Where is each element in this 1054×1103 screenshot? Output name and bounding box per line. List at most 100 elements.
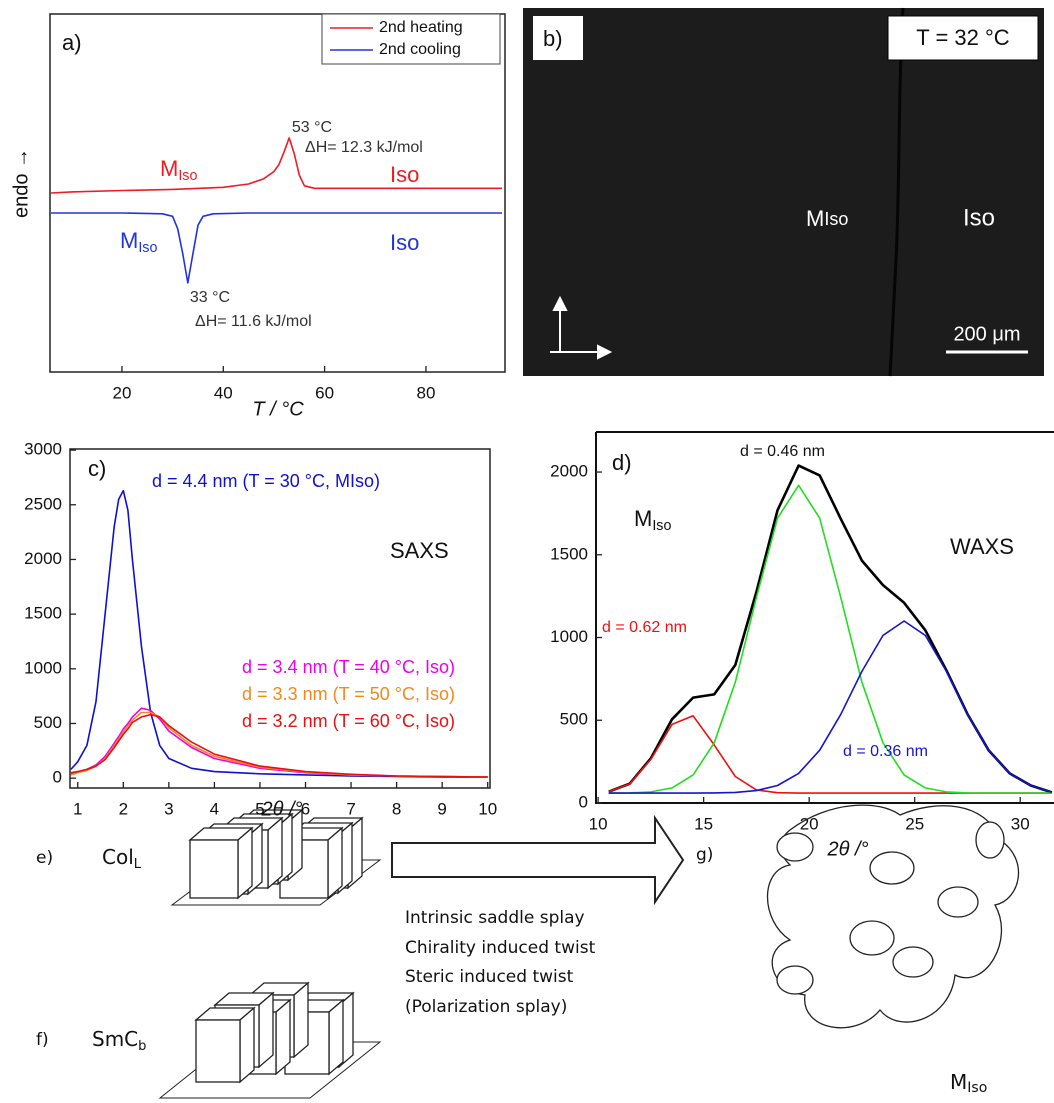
data-line [608, 715, 1052, 794]
mechanism: (Polarization splay) [405, 997, 567, 1017]
x-axis-label: T / °C [252, 398, 304, 420]
slab-face [195, 1019, 241, 1083]
x-tick-label: 4 [210, 799, 219, 818]
slab-side [293, 981, 309, 1059]
y-tick-label: 1000 [24, 658, 62, 677]
phase-label: ColL [102, 845, 142, 872]
channel [776, 965, 814, 995]
schematic: e) ColL f) SmCb g) MIso Intrinsic saddle… [36, 804, 1020, 1099]
channel [849, 920, 895, 956]
channel [892, 946, 934, 978]
y-axis-label: endo → [10, 148, 32, 218]
x-tick-label: 6 [301, 799, 310, 818]
slab-side [258, 991, 274, 1069]
channel [937, 886, 979, 918]
phase-main: M [950, 1070, 967, 1094]
x-tick-label: 60 [315, 383, 334, 402]
y-tick-label: 1500 [24, 604, 62, 623]
phase-main: SmC [92, 1027, 138, 1051]
y-tick-label: 0 [579, 792, 588, 811]
y-tick-label: 2000 [550, 462, 588, 481]
panel-label: f) [36, 1030, 49, 1050]
annotation: Iso [390, 162, 419, 187]
y-tick-label: 1500 [550, 544, 588, 563]
phase-main: M [806, 206, 824, 231]
annotation-sub: Iso [652, 518, 671, 534]
slab-side [239, 1006, 255, 1084]
annotation: SAXS [390, 538, 449, 563]
phase-sub: b [138, 1039, 146, 1054]
scale-bar-label: 200 μm [953, 323, 1020, 345]
data-line [70, 713, 488, 778]
phase-label: MIso [950, 1070, 987, 1097]
y-tick-label: 3000 [24, 440, 62, 459]
plot-frame [69, 448, 491, 789]
x-tick-label: 8 [392, 799, 401, 818]
slab-side [267, 816, 283, 890]
legend-label: d = 4.4 nm (T = 30 °C, MIso) [152, 471, 380, 491]
sponge [767, 804, 1020, 1029]
phase-sub: Iso [824, 209, 848, 229]
mechanism: Steric induced twist [405, 967, 574, 987]
x-axis-label: 2θ /° [260, 798, 302, 820]
arrowhead [597, 344, 613, 360]
plot-frame [49, 13, 506, 373]
chart: 10 15 20 25 30 0 500 1000 1500 2000 d = 0.46 nm MIs… [550, 431, 1054, 860]
panel-label: d) [612, 450, 632, 475]
panel-label: e) [36, 848, 53, 868]
mechanism: Intrinsic saddle splay [405, 908, 585, 928]
data-line [608, 620, 1053, 794]
annotation-main: M [634, 506, 652, 531]
annotation: 53 °C [292, 119, 332, 136]
panel-label: g) [696, 845, 713, 865]
x-tick-label: 3 [164, 799, 173, 818]
block-arrow [391, 814, 685, 906]
annotation: ΔH= 11.6 kJ/mol [195, 313, 312, 330]
x-tick-label: 20 [112, 383, 131, 402]
annotation: MIso [160, 156, 197, 184]
y-tick-label: 500 [34, 713, 62, 732]
annotation: MIso [634, 506, 671, 534]
micrograph-image [523, 8, 1044, 376]
y-tick-label: 0 [53, 768, 62, 787]
phase-label: MIso [806, 206, 848, 231]
panel-label: c) [88, 456, 106, 481]
legend-label: d = 3.4 nm (T = 40 °C, Iso) [242, 657, 455, 677]
data-line [70, 489, 488, 778]
annotation-main: M [120, 228, 138, 253]
micrograph: b) T = 32 °C MIso Iso 200 μm [523, 7, 1044, 377]
x-tick-label: 10 [589, 814, 608, 833]
phase-label: SmCb [92, 1027, 146, 1054]
data-line [608, 484, 1052, 794]
mechanism: Chirality induced twist [405, 938, 596, 958]
x-tick-label: 7 [346, 799, 355, 818]
polarizer-cross [550, 295, 613, 360]
annotation: ΔH= 12.3 kJ/mol [305, 139, 423, 156]
annotation-sub: Iso [138, 240, 157, 256]
phase-boundary [888, 7, 905, 377]
slab-side [328, 998, 344, 1076]
sponge-outline [767, 804, 1020, 1029]
panel-label: b) [543, 26, 563, 51]
phase-sub: Iso [967, 1080, 987, 1096]
legend-label: 2nd cooling [379, 41, 461, 58]
annotation-main: M [160, 156, 178, 181]
x-tick-label: 1 [73, 799, 82, 818]
x-tick-label: 20 [800, 814, 819, 833]
y-tick-label: 500 [560, 710, 588, 729]
x-tick-label: 10 [478, 799, 497, 818]
phase-label: Iso [963, 204, 995, 231]
legend-label: 2nd heating [379, 19, 463, 36]
phase-sub: L [134, 857, 142, 872]
x-tick-label: 5 [255, 799, 264, 818]
channel [776, 832, 814, 862]
slab-face [189, 839, 239, 899]
temperature: T = 32 °C [916, 25, 1009, 50]
legend-box [321, 13, 501, 65]
annotation: d = 0.62 nm [602, 619, 687, 636]
temperature-box [887, 15, 1039, 61]
x-tick-label: 9 [437, 799, 446, 818]
x-tick-label: 15 [694, 814, 713, 833]
slab-side [275, 998, 291, 1076]
channel [975, 821, 1005, 859]
